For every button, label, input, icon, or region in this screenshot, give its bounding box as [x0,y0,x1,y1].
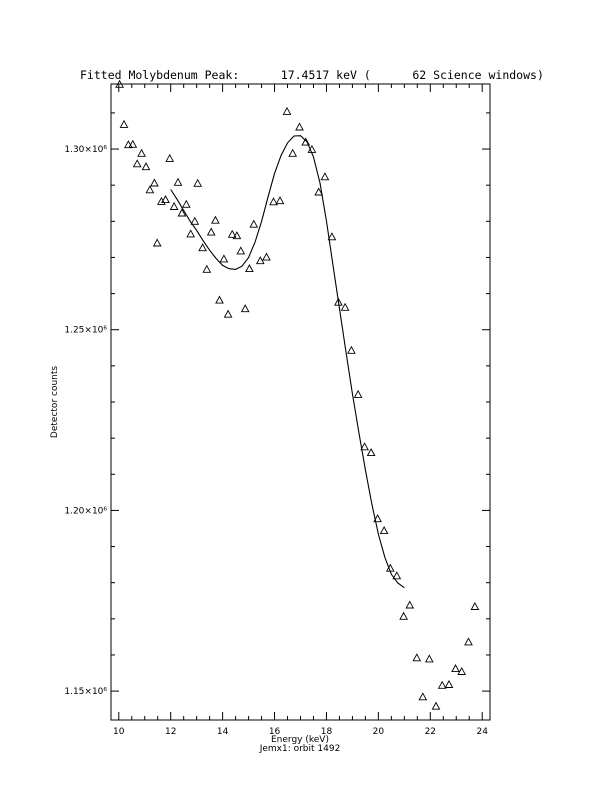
data-point [150,178,159,187]
data-point [177,208,187,217]
y-tick-label: 1.15×10⁶ [64,687,107,697]
data-point [379,526,389,535]
data-point [366,448,376,457]
data-point [169,201,179,210]
data-point [124,140,133,149]
fit-curve [170,135,405,589]
data-point [202,264,212,273]
x-tick-label: 16 [269,727,281,737]
data-point [262,252,271,261]
x-tick-label: 12 [165,727,176,737]
data-point [347,345,356,354]
data-point [320,172,330,181]
data-point [165,153,175,162]
data-point [115,79,124,88]
data-point [464,637,473,646]
data-point [141,162,151,171]
data-point [437,680,447,689]
data-point [307,144,317,153]
data-point [173,177,183,186]
data-point [385,563,395,572]
data-point [457,666,467,675]
data-point [451,664,460,673]
data-point [327,232,337,241]
data-point [152,238,162,247]
data-point [227,229,237,238]
data-point [190,216,200,225]
y-axis-ticks: 1.15×10⁶ 1.20×10⁶ 1.25×10⁶ 1.30×10⁶ [64,112,490,697]
data-point [431,701,441,710]
fit-layer [170,135,405,589]
x-axis-ticks: 10 12 14 16 18 20 22 24 [113,84,488,737]
data-point [206,227,216,236]
data-point [137,148,146,157]
data-point [128,139,138,148]
data-point [236,246,246,255]
data-point [255,256,265,265]
data-point [405,600,415,609]
x-tick-label: 14 [217,727,229,737]
x-tick-label: 18 [321,727,333,737]
data-point [392,571,402,580]
data-point [295,122,304,131]
x-axis-label: Energy (keV) [271,735,329,745]
y-tick-label: 1.20×10⁶ [64,506,107,516]
y-tick-label: 1.30×10⁶ [64,145,107,155]
data-point [119,119,129,128]
chart-subtitle: Jemx1: orbit 1492 [259,744,341,754]
data-point [223,309,233,318]
data-point [301,137,311,146]
data-point [249,219,259,228]
data-point [373,514,382,523]
x-tick-label: 10 [113,727,125,737]
data-point [288,148,298,157]
x-tick-label: 20 [373,727,385,737]
data-point [275,196,285,205]
data-point [424,654,434,663]
data-point [211,215,220,224]
data-point [334,297,343,306]
data-points [115,79,480,710]
data-point [444,679,454,688]
data-point [245,264,254,273]
data-point [282,106,292,115]
data-point [161,195,170,204]
data-point [314,187,324,196]
data-point [269,197,278,206]
data-point [360,442,369,451]
chart-title: Fitted Molybdenum Peak: 17.4517 keV ( 62… [80,68,544,82]
data-point [418,692,428,701]
data-point [340,302,350,311]
plot-frame [110,83,491,721]
data-point [232,231,242,240]
data-point [193,178,203,187]
data-point [186,229,196,238]
data-point [412,653,422,662]
y-tick-label: 1.25×10⁶ [64,326,107,336]
data-point [470,601,480,610]
data-point [353,389,363,398]
data-point [198,243,207,252]
y-axis-label: Detector counts [50,366,60,438]
data-point [240,304,250,313]
x-tick-label: 22 [425,727,436,737]
x-tick-label: 24 [476,727,488,737]
data-point [145,185,155,194]
data-point [215,295,224,304]
data-point [399,611,408,620]
data-point [219,254,229,263]
data-point [181,199,191,208]
data-point [132,159,142,168]
